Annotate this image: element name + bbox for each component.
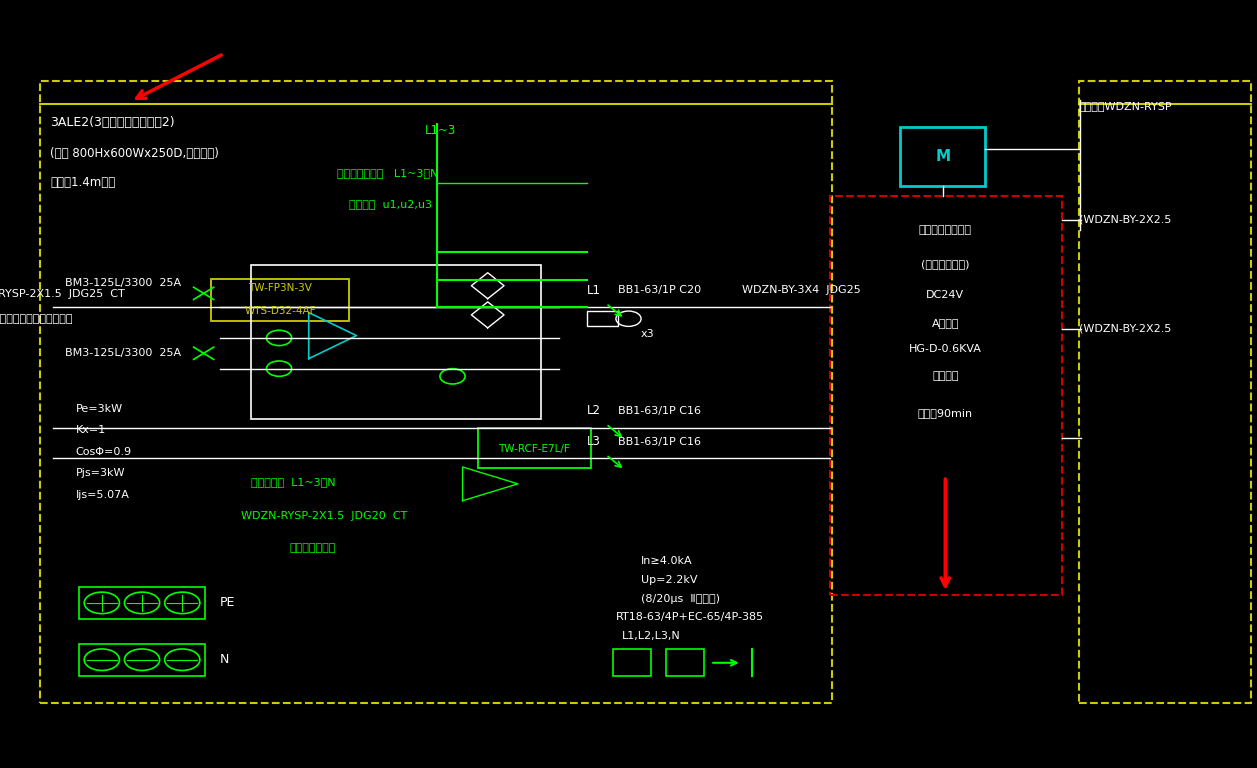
Bar <box>79 644 205 676</box>
Text: 电压采样  u1,u2,u3: 电压采样 u1,u2,u3 <box>349 198 432 209</box>
Text: L2: L2 <box>587 405 601 417</box>
Text: 通信总线WDZN-RYSP: 通信总线WDZN-RYSP <box>1079 101 1172 111</box>
Bar <box>79 587 205 619</box>
Text: WDZN-RYSP-2X1.5  JDG20  CT: WDZN-RYSP-2X1.5 JDG20 CT <box>241 511 407 521</box>
Text: L1: L1 <box>587 284 601 296</box>
Text: (非标 800Hx600Wx250D,仅供参考): (非标 800Hx600Wx250D,仅供参考) <box>50 147 219 160</box>
Text: DC24V: DC24V <box>926 290 964 300</box>
Text: 距地面1.4m明装: 距地面1.4m明装 <box>50 177 116 189</box>
Text: In≥4.0kA: In≥4.0kA <box>641 555 693 566</box>
Bar <box>478 428 591 468</box>
Text: (8/20μs  Ⅱ类试验): (8/20μs Ⅱ类试验) <box>641 594 720 604</box>
Text: RT18-63/4P+EC-65/4P-385: RT18-63/4P+EC-65/4P-385 <box>616 612 764 623</box>
Text: 应急时间: 应急时间 <box>931 371 959 382</box>
Bar <box>587 311 618 326</box>
Text: BB1-63/1P C16: BB1-63/1P C16 <box>618 406 701 416</box>
Text: BB1-63/1P C16: BB1-63/1P C16 <box>618 436 701 447</box>
Bar <box>830 196 1062 595</box>
Text: BM3-125L/3300  25A: BM3-125L/3300 25A <box>65 348 181 359</box>
Text: -RYSP-2X1.5  JDG25  CT: -RYSP-2X1.5 JDG25 CT <box>0 289 124 300</box>
Text: 3ALE2(3层应急照明配电箱2): 3ALE2(3层应急照明配电箱2) <box>50 117 175 129</box>
Text: Ijs=5.07A: Ijs=5.07A <box>75 489 129 500</box>
Text: L1~3: L1~3 <box>425 124 456 137</box>
Text: 剩余电流传感器   L1~3，N: 剩余电流传感器 L1~3，N <box>337 167 439 178</box>
Bar <box>900 127 985 186</box>
Text: BB1-63/1P C20: BB1-63/1P C20 <box>618 285 701 296</box>
Text: TW-RCF-E7L/F: TW-RCF-E7L/F <box>498 443 571 454</box>
Text: x3: x3 <box>641 329 655 339</box>
Text: 引至消防控制室: 引至消防控制室 <box>289 542 336 553</box>
Text: TW-FP3N-3V: TW-FP3N-3V <box>249 283 312 293</box>
Text: 应急照明集中电源: 应急照明集中电源 <box>919 225 972 236</box>
Text: (WDZN-BY-2X2.5: (WDZN-BY-2X2.5 <box>1079 214 1170 225</box>
Text: (含分配电控制): (含分配电控制) <box>921 259 969 270</box>
Text: A型灯具: A型灯具 <box>931 317 959 328</box>
Bar <box>666 649 704 676</box>
Bar <box>613 649 651 676</box>
Text: HG-D-0.6KVA: HG-D-0.6KVA <box>909 344 982 355</box>
Text: Pe=3kW: Pe=3kW <box>75 403 122 414</box>
Text: L3: L3 <box>587 435 601 448</box>
Text: PE: PE <box>220 597 235 609</box>
Text: M: M <box>935 149 950 164</box>
Text: Kx=1: Kx=1 <box>75 425 106 435</box>
Text: 不小于90min: 不小于90min <box>918 408 973 419</box>
Text: BM3-125L/3300  25A: BM3-125L/3300 25A <box>65 277 181 288</box>
Bar <box>211 279 349 321</box>
Text: Up=2.2kV: Up=2.2kV <box>641 574 698 585</box>
Text: WDZN-BY-3X4  JDG25: WDZN-BY-3X4 JDG25 <box>742 285 860 296</box>
Bar <box>251 265 541 419</box>
Text: CosΦ=0.9: CosΦ=0.9 <box>75 446 132 457</box>
Text: 温度传感器  L1~3，N: 温度传感器 L1~3，N <box>251 476 336 487</box>
Text: WTS-D32-4AF: WTS-D32-4AF <box>245 306 316 316</box>
Text: 防灾设备电源监控箱中继器: 防灾设备电源监控箱中继器 <box>0 313 73 324</box>
Text: N: N <box>220 654 229 666</box>
Text: L1,L2,L3,N: L1,L2,L3,N <box>622 631 681 641</box>
Text: (WDZN-BY-2X2.5: (WDZN-BY-2X2.5 <box>1079 323 1170 334</box>
Text: Pjs=3kW: Pjs=3kW <box>75 468 124 478</box>
Bar <box>1079 81 1251 703</box>
Bar <box>40 81 832 703</box>
